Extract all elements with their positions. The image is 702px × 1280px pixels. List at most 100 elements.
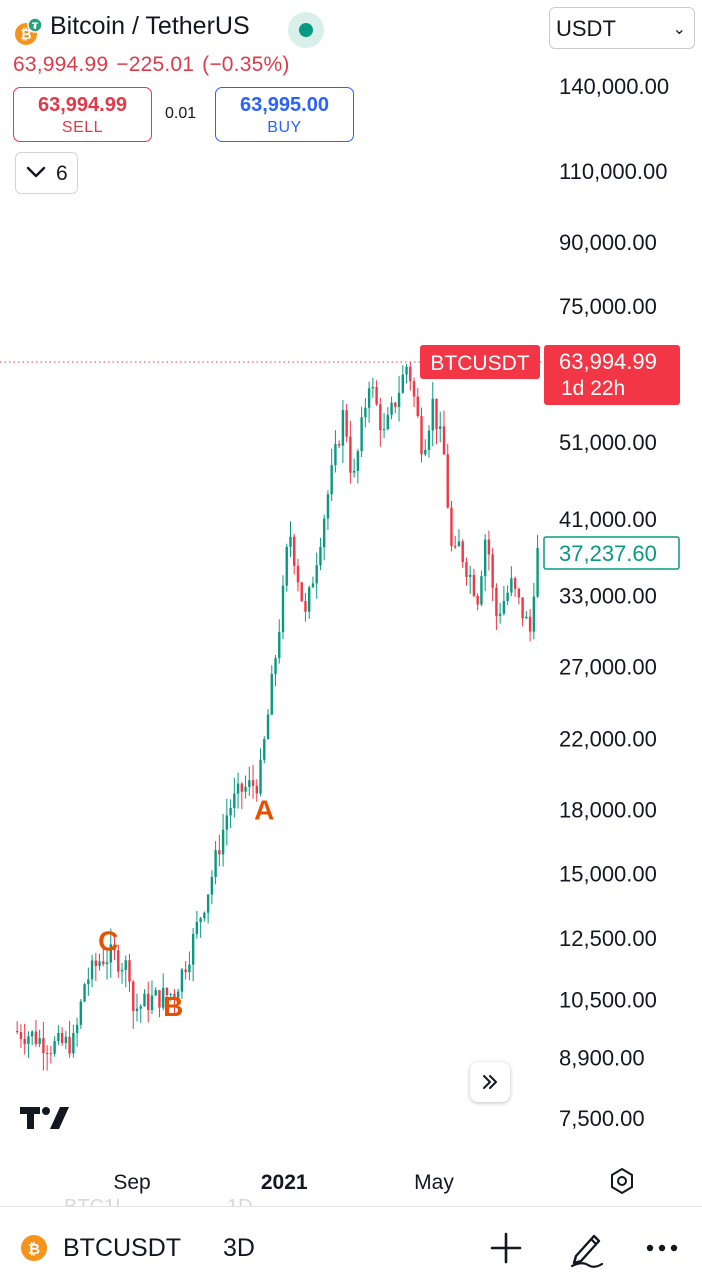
candle-body xyxy=(315,565,318,584)
svg-text:₿: ₿ xyxy=(28,1240,40,1258)
candle-body xyxy=(75,1024,79,1033)
candle-body xyxy=(218,850,221,855)
sell-button[interactable]: 63,994.99 SELL xyxy=(13,87,152,142)
status-dot-icon xyxy=(299,23,313,37)
candle-body xyxy=(248,780,251,787)
candle-body xyxy=(199,918,202,922)
market-open-indicator[interactable] xyxy=(288,12,324,48)
candle-body xyxy=(206,894,210,913)
candle-body xyxy=(60,1032,64,1043)
candle-body xyxy=(251,780,255,786)
more-dots-icon[interactable] xyxy=(646,1243,678,1253)
candle-body xyxy=(536,548,539,597)
candle-body xyxy=(360,417,363,452)
candle-body xyxy=(382,429,386,431)
candle-body xyxy=(281,585,285,633)
candle-body xyxy=(15,1030,19,1032)
candle-body xyxy=(191,933,195,965)
candle-body xyxy=(105,962,109,965)
candle-body xyxy=(203,912,206,919)
price-change: −225.01 xyxy=(116,53,195,76)
candle-body xyxy=(176,991,180,1000)
candle-body xyxy=(427,430,431,450)
indicators-collapse-button[interactable]: 6 xyxy=(15,152,78,194)
y-axis-tick-label: 7,500.00 xyxy=(559,1106,645,1131)
candle-body xyxy=(233,793,236,808)
candle-body xyxy=(506,592,509,602)
currency-select[interactable]: USDT ⌄ xyxy=(549,7,695,49)
currency-value: USDT xyxy=(556,16,616,41)
candle-body xyxy=(439,426,442,429)
candle-body xyxy=(454,546,457,548)
candle-body xyxy=(161,987,165,1008)
candle-body xyxy=(68,1036,71,1054)
y-axis-tick-label: 18,000.00 xyxy=(559,797,657,822)
candle-body xyxy=(480,576,483,605)
candle-body xyxy=(345,410,348,437)
candle-body xyxy=(424,449,427,455)
candle-body xyxy=(30,1031,34,1037)
candle-body xyxy=(461,541,464,563)
candle-body xyxy=(240,783,244,792)
candle-body xyxy=(412,381,416,397)
candle-body xyxy=(38,1038,41,1045)
candle-body xyxy=(266,714,270,740)
candle-body xyxy=(263,739,266,760)
crosshair-price-badge xyxy=(543,536,680,570)
candle-body xyxy=(188,964,191,973)
candle-body xyxy=(311,583,315,588)
candle-body xyxy=(117,950,120,972)
price-chart[interactable]: 140,000.00 110,000.00 90,000.00 75,000.00 51… xyxy=(0,0,702,1200)
chevron-down-icon: ⌄ xyxy=(672,21,686,38)
candle-body xyxy=(510,578,513,593)
candle-body xyxy=(274,658,277,675)
candle-body xyxy=(293,536,296,566)
candle-body xyxy=(379,404,382,431)
current-price-badge xyxy=(544,345,680,406)
candle-body xyxy=(349,436,352,473)
chevron-down-icon xyxy=(26,166,46,178)
indicators-count: 6 xyxy=(56,162,68,185)
candle-body xyxy=(330,465,333,495)
candle-body xyxy=(495,587,498,616)
candle-body xyxy=(169,994,172,996)
sell-label: SELL xyxy=(61,119,104,136)
candle-body xyxy=(416,396,419,417)
plus-icon[interactable] xyxy=(490,1232,522,1264)
y-axis-tick-label: 75,000.00 xyxy=(559,294,657,319)
buy-button[interactable]: 63,995.00 BUY xyxy=(215,87,354,142)
interval-button[interactable]: 3D xyxy=(223,1234,255,1262)
pen-icon[interactable] xyxy=(568,1228,606,1268)
candle-body xyxy=(450,507,453,547)
candle-body xyxy=(300,582,303,602)
candle-body xyxy=(435,398,438,429)
candle-body xyxy=(319,547,322,566)
candle-body xyxy=(525,616,528,619)
scroll-to-realtime-button[interactable] xyxy=(470,1062,510,1102)
symbol-search-button[interactable]: BTCUSDT xyxy=(63,1234,182,1262)
candle-body xyxy=(446,454,449,508)
candle-body xyxy=(210,876,214,895)
candle-body xyxy=(341,410,345,446)
y-axis-tick-label: 10,500.00 xyxy=(559,987,657,1012)
candle-body xyxy=(184,969,187,973)
candle-body xyxy=(113,944,116,951)
bottom-toolbar xyxy=(0,1206,702,1280)
candle-body xyxy=(158,990,161,1008)
candle-body xyxy=(483,539,487,577)
wave-annotation-label: C xyxy=(98,926,118,957)
candle-body xyxy=(53,1041,56,1054)
candle-body xyxy=(371,387,375,389)
candle-body xyxy=(221,829,225,855)
candle-body xyxy=(83,984,86,1002)
candle-body xyxy=(42,1038,45,1054)
candle-body xyxy=(109,944,112,963)
hexagon-settings-icon xyxy=(611,1167,633,1195)
y-axis-tick-label: 15,000.00 xyxy=(559,862,657,887)
candle-body xyxy=(390,402,393,415)
price-summary: 63,994.99 −225.01 (−0.35%) xyxy=(13,53,298,77)
x-axis-tick-label: 2021 xyxy=(261,1171,308,1194)
symbol-title[interactable]: Bitcoin / TetherUS xyxy=(50,12,250,40)
candle-body xyxy=(23,1038,26,1044)
candle-body xyxy=(465,562,468,577)
